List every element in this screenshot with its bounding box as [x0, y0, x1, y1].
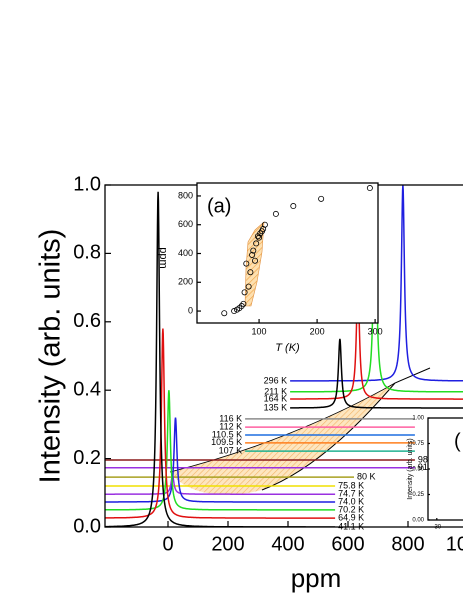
y-tick-label: 1.0 — [73, 173, 101, 195]
y-tick-label: 0.75 — [412, 441, 424, 447]
spectrum — [290, 185, 463, 393]
y-tick-label: 0.2 — [73, 447, 101, 469]
series-label: 110.5 K — [212, 429, 242, 439]
y-tick-label: 0.00 — [412, 518, 424, 524]
data-point — [253, 240, 260, 247]
series-label: 211 K — [264, 386, 287, 396]
series-label: 70.2 K — [338, 504, 364, 514]
data-point — [247, 269, 254, 276]
data-point — [245, 283, 252, 290]
series-label: 116 K — [219, 413, 242, 423]
inset-title: ( — [454, 430, 461, 452]
spectrum — [105, 417, 336, 503]
y-tick-label: 0.8 — [73, 242, 101, 264]
x-tick-label: -30 — [432, 524, 441, 530]
data-point — [240, 300, 247, 307]
x-tick-label: 200 — [211, 533, 244, 555]
y-axis-label: Intensity (arb. units) — [35, 229, 67, 484]
y-tick-label: 800 — [178, 190, 193, 200]
x-tick-label: 0 — [162, 533, 173, 555]
series-label: 107 K — [219, 445, 243, 455]
data-point — [272, 210, 279, 217]
x-tick-label: 200 — [310, 327, 325, 337]
data-point — [241, 289, 248, 296]
series-label: 80 K — [357, 471, 376, 481]
series-label: 112 K — [219, 422, 242, 432]
y-tick-label: 1.00 — [412, 416, 424, 422]
data-point — [366, 185, 373, 192]
y-tick-label: 600 — [178, 219, 193, 229]
inset-background — [197, 183, 378, 323]
spectrum — [105, 474, 336, 495]
data-point — [231, 308, 238, 315]
y-tick-label: 400 — [178, 248, 193, 258]
spectrum — [290, 338, 463, 409]
series-label: 64.9 K — [338, 512, 364, 522]
x-tick-label: 300 — [368, 327, 383, 337]
x-tick-label: 400 — [271, 533, 304, 555]
y-tick-label: 200 — [178, 277, 193, 287]
data-point — [249, 251, 256, 258]
series-label: 74.7 K — [338, 489, 364, 499]
y-tick-label: 0.25 — [412, 492, 424, 498]
data-point — [318, 195, 325, 202]
data-point — [290, 203, 297, 210]
y-axis-label: ppm — [157, 247, 169, 268]
inset-a: 0 200 400 600 800 100 200 300 (a) T (K) ppm — [157, 182, 383, 354]
series-label: 296 K — [264, 375, 288, 385]
inset-b: 0.00 0.25 0.50 0.75 1.00 -30 ( Intensity (arb. … — [407, 416, 463, 530]
x-tick-label: 600 — [331, 533, 364, 555]
x-tick-label: 800 — [391, 533, 424, 555]
spectrum — [290, 280, 463, 400]
series-label: 98 K — [418, 454, 437, 464]
y-tick-label: 0.6 — [73, 310, 101, 332]
inset-background — [428, 418, 463, 520]
spectrum — [105, 328, 336, 519]
x-axis-label: T (K) — [275, 342, 300, 354]
inset-title: (a) — [207, 195, 231, 217]
y-axis-label: Intensity (arb. units) — [407, 438, 414, 499]
series-label: 74.0 K — [338, 496, 364, 506]
x-axis-label: ppm — [291, 563, 342, 593]
data-point — [250, 247, 257, 254]
series-label: 91 K — [418, 462, 437, 472]
y-tick-label: 0.0 — [73, 515, 101, 537]
y-tick-label: 0 — [188, 305, 193, 315]
shaded-region — [170, 383, 395, 495]
data-point — [256, 234, 263, 241]
spectrum — [105, 390, 336, 511]
y-tick-label: 0.4 — [73, 378, 101, 400]
y-tick-label: 0.50 — [412, 467, 424, 473]
data-point — [261, 221, 268, 228]
x-tick-label: 100 — [252, 327, 267, 337]
data-point — [243, 260, 250, 267]
series-label: 75.8 K — [338, 480, 364, 490]
x-tick-label: 1000 — [446, 533, 463, 555]
series-label: 109.5 K — [211, 437, 242, 447]
spectrum — [290, 185, 463, 382]
series-label: 164 K — [264, 393, 288, 403]
data-point — [252, 257, 259, 264]
series-label: 135 K — [264, 402, 288, 412]
data-point — [221, 310, 228, 317]
